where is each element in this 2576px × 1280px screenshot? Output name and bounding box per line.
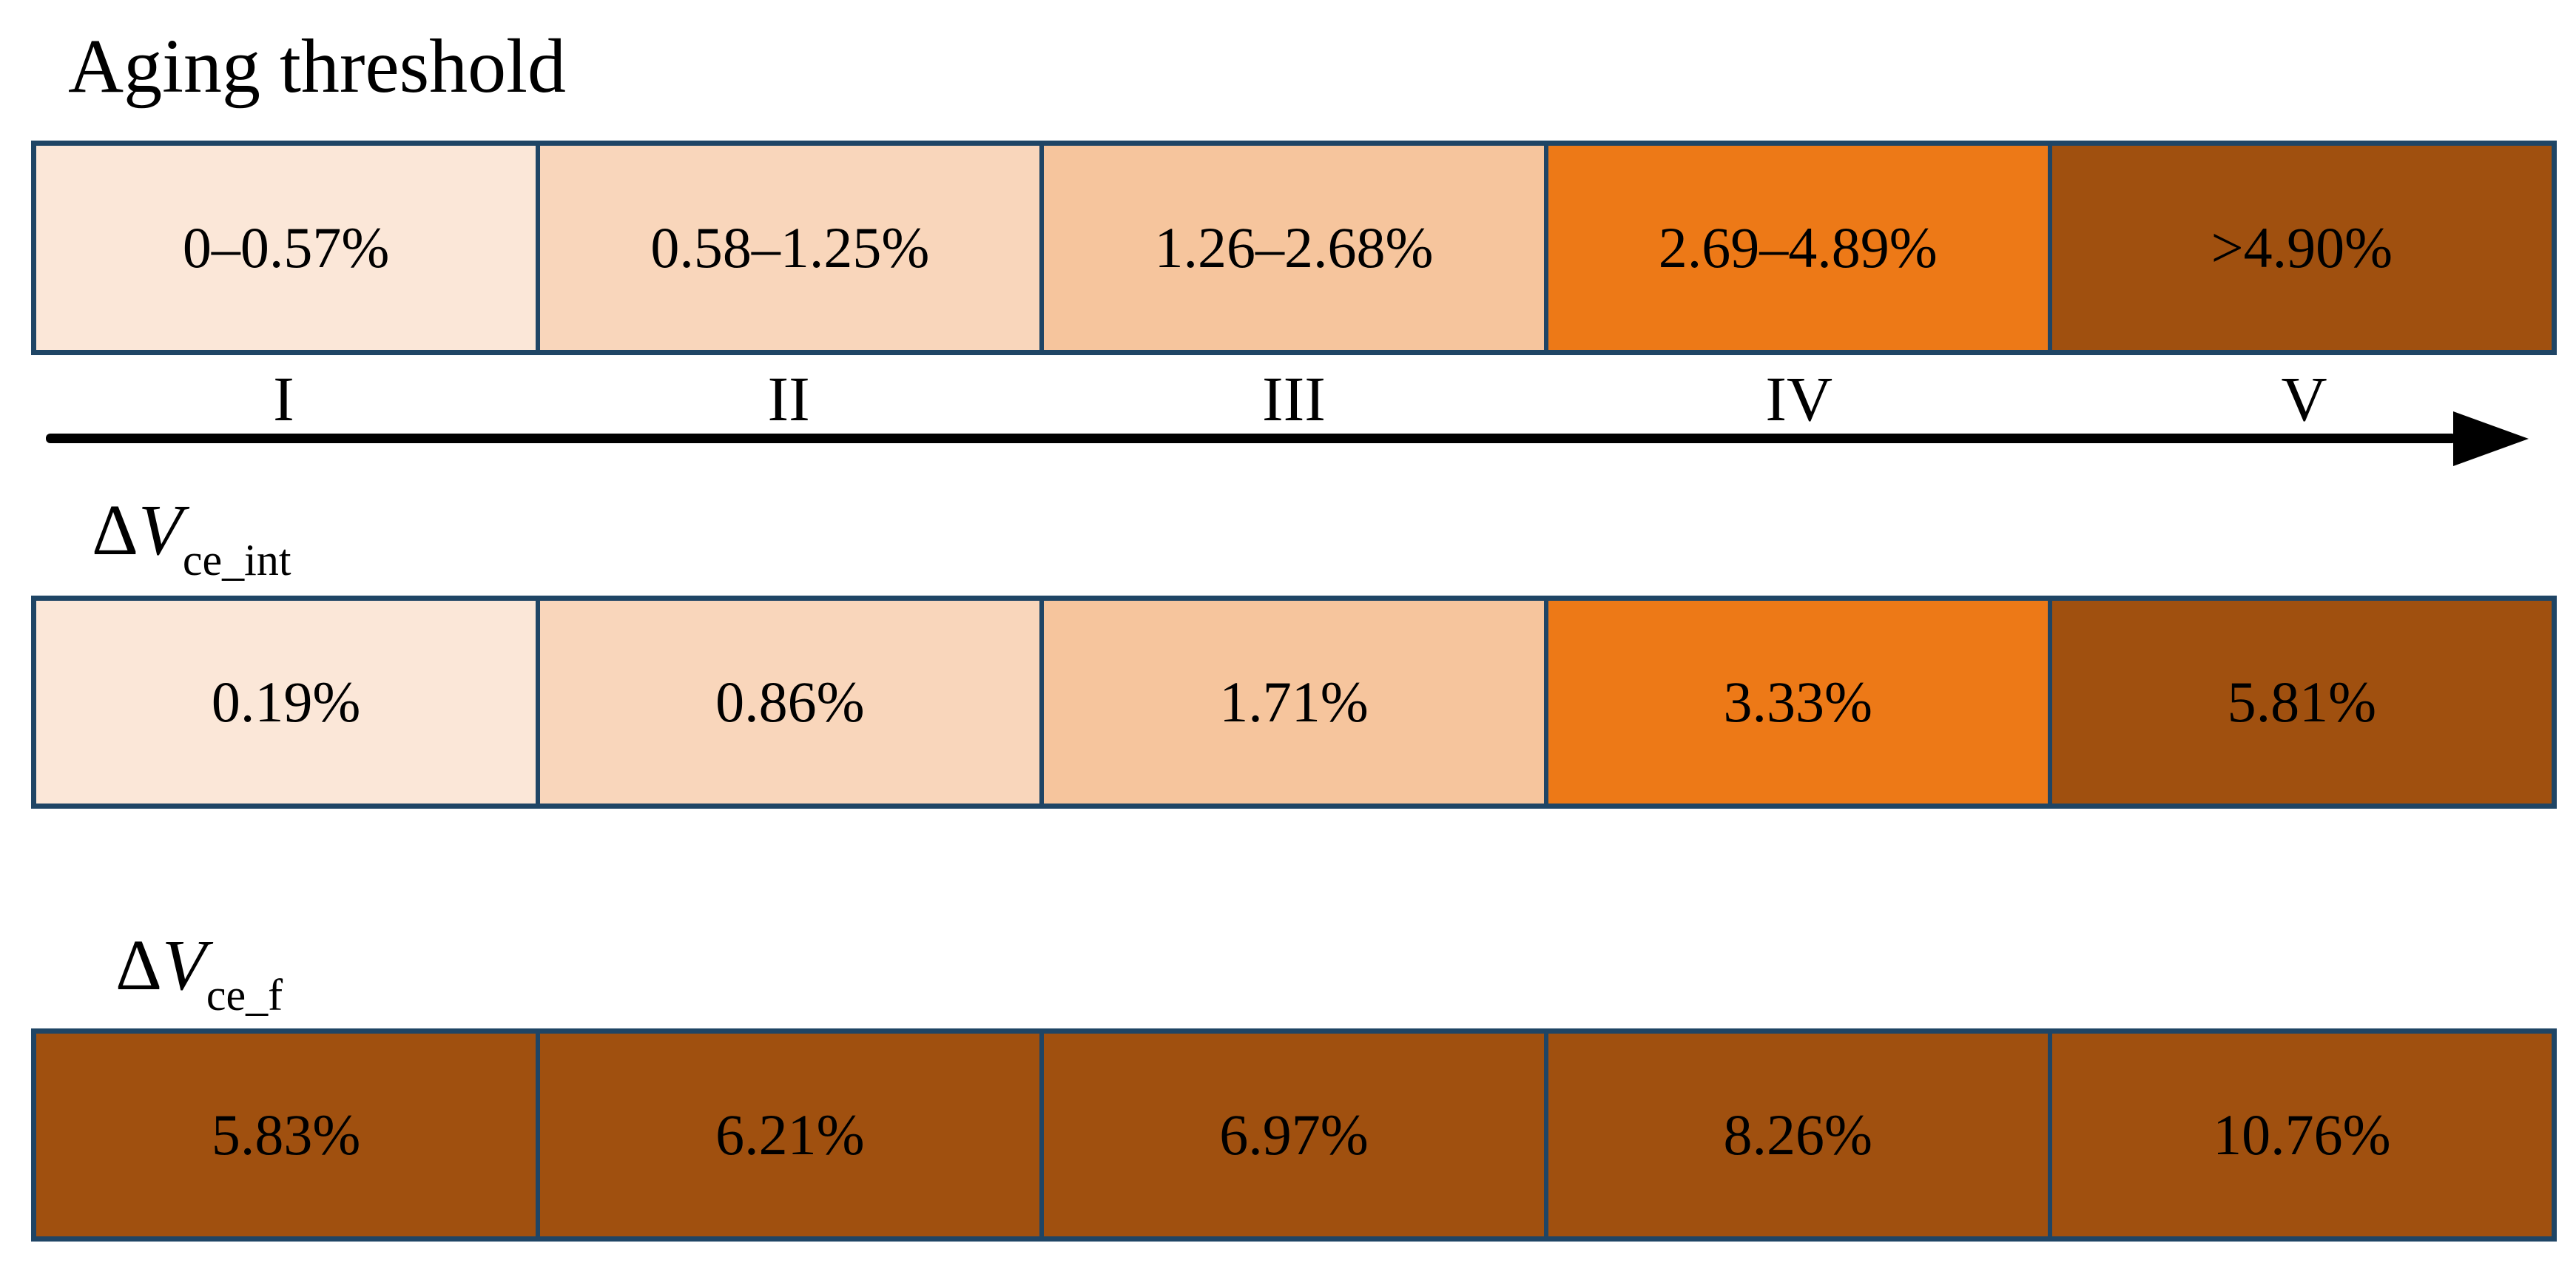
stage-numeral-I: I xyxy=(273,363,294,434)
segment-value: 5.83% xyxy=(211,1102,361,1167)
delta-vce-int-segment-1: 0.19% xyxy=(36,601,536,804)
aging-threshold-segment-3: 1.26–2.68% xyxy=(1039,146,1544,350)
segment-value: 0.86% xyxy=(715,670,865,734)
delta-symbol: Δ xyxy=(115,926,163,1006)
delta-vce-f-segment-3: 6.97% xyxy=(1039,1034,1544,1236)
delta-vce-f-segment-1: 5.83% xyxy=(36,1034,536,1236)
stage-numeral-V: V xyxy=(2281,363,2327,434)
delta-vce-int-segment-5: 5.81% xyxy=(2047,601,2552,804)
segment-value: 1.26–2.68% xyxy=(1154,215,1434,280)
delta-vce-int-segment-3: 1.71% xyxy=(1039,601,1544,804)
segment-value: 6.21% xyxy=(715,1102,865,1167)
aging-direction-arrow-line xyxy=(46,434,2456,443)
delta-vce-f-segment-5: 10.76% xyxy=(2047,1034,2552,1236)
variable-symbol: V xyxy=(162,926,206,1006)
segment-value: >4.90% xyxy=(2211,215,2393,280)
segment-value: 5.81% xyxy=(2227,670,2377,734)
delta-vce-f-label: ΔVce_f xyxy=(115,926,283,1017)
segment-value: 0.19% xyxy=(211,670,361,734)
delta-vce-int-label: ΔVce_int xyxy=(92,491,291,582)
segment-value: 1.71% xyxy=(1219,670,1369,734)
delta-vce-int-segment-2: 0.86% xyxy=(536,601,1040,804)
delta-symbol: Δ xyxy=(92,491,139,570)
segment-value: 0.58–1.25% xyxy=(650,215,930,280)
segment-value: 6.97% xyxy=(1219,1102,1369,1167)
right-arrow-head-icon xyxy=(2453,411,2529,466)
stage-axis: I II III IV V xyxy=(31,364,2557,434)
stage-numeral-II: II xyxy=(767,363,810,434)
aging-threshold-bar: 0–0.57% 0.58–1.25% 1.26–2.68% 2.69–4.89% >4.… xyxy=(31,141,2557,355)
segment-value: 10.76% xyxy=(2213,1102,2391,1167)
figure-title: Aging threshold xyxy=(68,24,567,109)
aging-threshold-segment-4: 2.69–4.89% xyxy=(1543,146,2048,350)
delta-vce-int-bar: 0.19% 0.86% 1.71% 3.33% 5.81% xyxy=(31,596,2557,809)
delta-vce-f-segment-2: 6.21% xyxy=(536,1034,1040,1236)
variable-subscript: ce_int xyxy=(182,536,291,585)
variable-symbol: V xyxy=(138,491,183,570)
variable-subscript: ce_f xyxy=(206,971,283,1020)
delta-vce-f-bar: 5.83% 6.21% 6.97% 8.26% 10.76% xyxy=(31,1028,2557,1242)
aging-threshold-segment-2: 0.58–1.25% xyxy=(536,146,1040,350)
segment-value: 2.69–4.89% xyxy=(1658,215,1938,280)
aging-threshold-segment-5: >4.90% xyxy=(2047,146,2552,350)
delta-vce-int-segment-4: 3.33% xyxy=(1543,601,2048,804)
stage-numeral-IV: IV xyxy=(1765,363,1833,434)
segment-value: 0–0.57% xyxy=(182,215,390,280)
aging-threshold-segment-1: 0–0.57% xyxy=(36,146,536,350)
stage-numeral-III: III xyxy=(1262,363,1326,434)
segment-value: 8.26% xyxy=(1723,1102,1872,1167)
segment-value: 3.33% xyxy=(1723,670,1872,734)
delta-vce-f-segment-4: 8.26% xyxy=(1543,1034,2048,1236)
